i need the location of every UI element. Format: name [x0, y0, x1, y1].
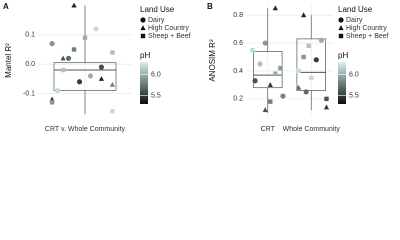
- point: [250, 47, 255, 53]
- colorbar-label: 5.5: [349, 92, 359, 99]
- point: [109, 81, 116, 87]
- point: [49, 41, 55, 47]
- figure: A Mantel R² -0.1 0.0 0.1 CRT v. Whole Communi…: [3, 2, 389, 133]
- point: [60, 55, 66, 61]
- color-title: pH: [338, 51, 348, 60]
- point: [323, 104, 330, 110]
- point: [54, 87, 61, 94]
- point: [301, 54, 306, 60]
- point: [71, 2, 77, 8]
- legend-label: Sheep + Beef: [346, 33, 389, 40]
- point: [82, 35, 88, 40]
- y-tick-label: 0.0: [25, 61, 35, 68]
- legend-symbol: [140, 33, 146, 39]
- point: [93, 26, 99, 32]
- point: [308, 75, 314, 81]
- legend-label: Dairy: [148, 17, 165, 24]
- legend-symbol: [338, 25, 344, 31]
- point: [49, 100, 55, 105]
- point: [324, 96, 329, 102]
- point: [278, 65, 283, 71]
- point: [60, 67, 66, 73]
- y-tick-label: -0.1: [23, 90, 35, 97]
- legend-label: High Country: [148, 25, 189, 32]
- point: [313, 57, 319, 63]
- y-tick-label: 0.8: [233, 12, 243, 19]
- point: [262, 40, 268, 46]
- y-axis-title: ANOSIM R²: [208, 39, 217, 82]
- box: [296, 38, 326, 91]
- x-tick-label: CRT v. Whole Community: [45, 126, 126, 133]
- point: [262, 107, 268, 113]
- point: [280, 93, 286, 99]
- colorbar-label: 6.0: [151, 71, 161, 78]
- point: [257, 61, 263, 67]
- point: [306, 43, 311, 49]
- legend-symbol: [140, 17, 146, 23]
- point: [87, 73, 94, 79]
- colorbar: [140, 62, 148, 104]
- point: [295, 84, 302, 90]
- x-tick-label: Whole Community: [283, 126, 341, 133]
- legend-symbol: [338, 33, 344, 39]
- point: [301, 12, 307, 18]
- point: [71, 47, 77, 52]
- point: [98, 64, 105, 70]
- point: [110, 108, 115, 114]
- y-tick-label: 0.2: [233, 96, 243, 103]
- point: [76, 79, 83, 85]
- box: [53, 62, 117, 91]
- point: [318, 37, 324, 43]
- point: [267, 82, 273, 87]
- point: [109, 49, 116, 56]
- legend-label: Sheep + Beef: [148, 33, 191, 40]
- legend-title: Land Use: [338, 5, 373, 14]
- legend-symbol: [140, 25, 146, 31]
- point: [303, 89, 309, 95]
- color-title: pH: [140, 51, 150, 60]
- colorbar-label: 6.0: [349, 71, 359, 78]
- y-tick-label: 0.6: [233, 40, 243, 47]
- legend-symbol: [338, 17, 344, 23]
- colorbar-label: 5.5: [151, 92, 161, 99]
- legend-label: High Country: [346, 25, 387, 32]
- point: [65, 55, 72, 61]
- panel-label: B: [207, 2, 213, 11]
- point: [98, 75, 105, 81]
- legend-label: Dairy: [346, 17, 363, 24]
- point: [273, 71, 278, 76]
- point: [268, 99, 273, 104]
- y-tick-label: 0.1: [25, 32, 35, 39]
- point: [252, 78, 258, 84]
- y-tick-label: 0.4: [233, 68, 243, 75]
- y-axis-title: Mantel R²: [4, 43, 13, 78]
- legend-title: Land Use: [140, 5, 175, 14]
- colorbar: [338, 62, 346, 104]
- x-tick-label: CRT: [261, 126, 276, 133]
- point: [272, 5, 278, 11]
- point: [296, 68, 301, 74]
- panel-label: A: [3, 2, 9, 11]
